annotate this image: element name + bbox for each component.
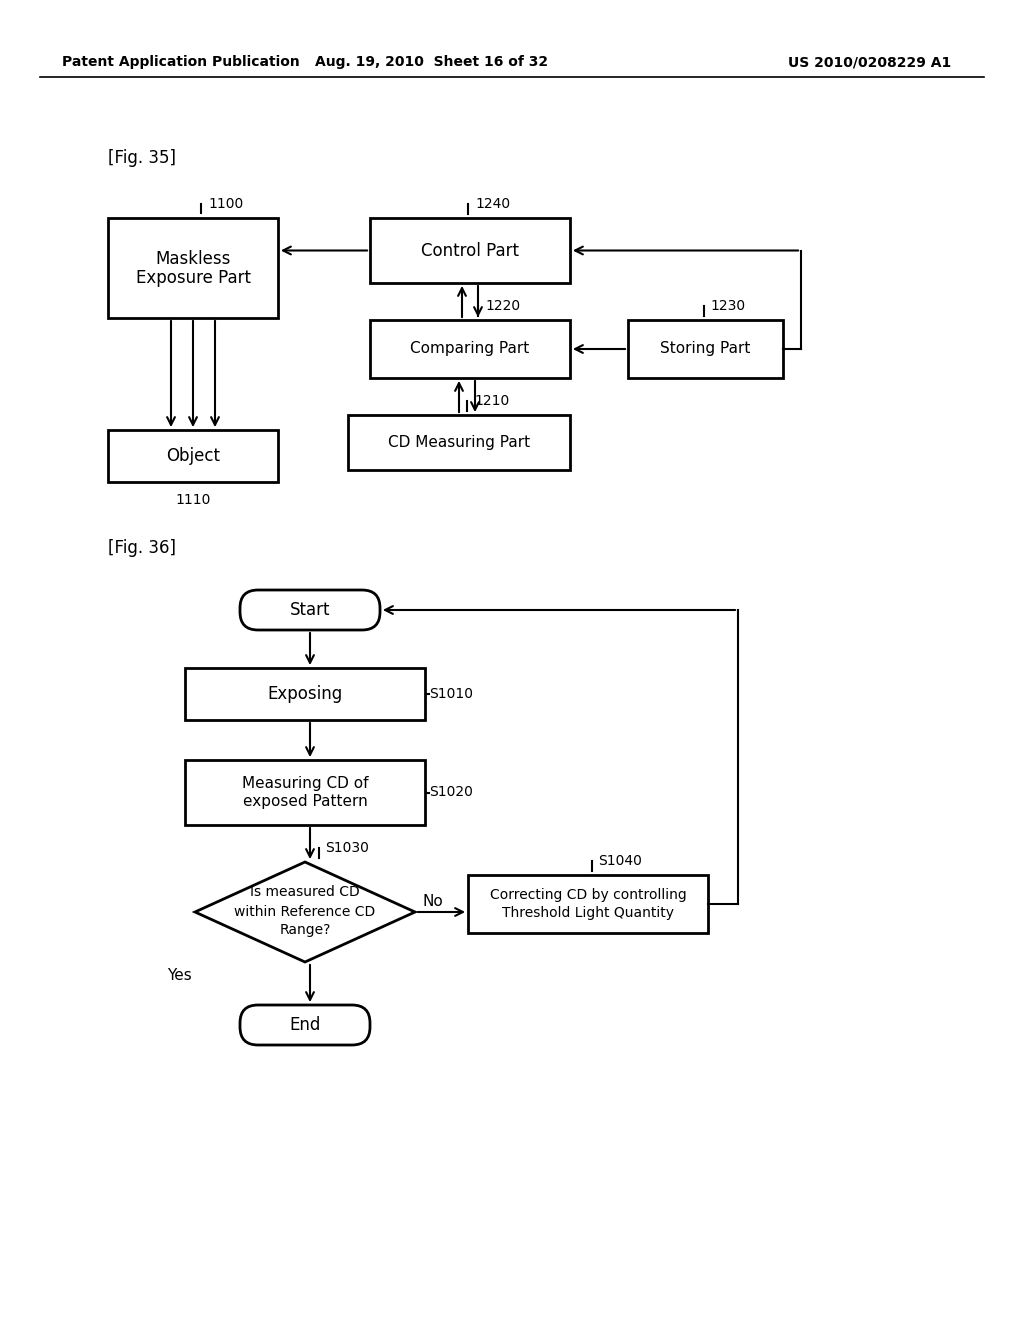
Text: Correcting CD by controlling: Correcting CD by controlling bbox=[489, 888, 686, 902]
Text: S1030: S1030 bbox=[325, 841, 369, 855]
Text: exposed Pattern: exposed Pattern bbox=[243, 795, 368, 809]
Text: End: End bbox=[290, 1016, 321, 1034]
Text: [Fig. 36]: [Fig. 36] bbox=[108, 539, 176, 557]
Text: US 2010/0208229 A1: US 2010/0208229 A1 bbox=[788, 55, 951, 69]
Text: Yes: Yes bbox=[167, 969, 191, 983]
FancyBboxPatch shape bbox=[240, 590, 380, 630]
Text: [Fig. 35]: [Fig. 35] bbox=[108, 149, 176, 168]
Text: Object: Object bbox=[166, 447, 220, 465]
Text: Patent Application Publication: Patent Application Publication bbox=[62, 55, 300, 69]
Text: 1230: 1230 bbox=[711, 300, 745, 313]
Bar bbox=[185, 668, 425, 719]
Text: Range?: Range? bbox=[280, 923, 331, 937]
Bar bbox=[108, 430, 278, 482]
Text: Aug. 19, 2010  Sheet 16 of 32: Aug. 19, 2010 Sheet 16 of 32 bbox=[315, 55, 549, 69]
Polygon shape bbox=[195, 862, 415, 962]
Text: Control Part: Control Part bbox=[421, 242, 519, 260]
Text: 1220: 1220 bbox=[485, 300, 520, 313]
Text: S1010: S1010 bbox=[429, 686, 473, 701]
Text: S1020: S1020 bbox=[429, 785, 473, 800]
Text: 1100: 1100 bbox=[208, 197, 244, 211]
Text: 1110: 1110 bbox=[175, 492, 211, 507]
Text: Comparing Part: Comparing Part bbox=[411, 342, 529, 356]
FancyBboxPatch shape bbox=[240, 1005, 370, 1045]
Bar bbox=[185, 760, 425, 825]
Bar bbox=[468, 875, 708, 933]
Bar bbox=[628, 319, 783, 378]
Text: Is measured CD: Is measured CD bbox=[250, 884, 359, 899]
Text: CD Measuring Part: CD Measuring Part bbox=[388, 436, 530, 450]
Bar bbox=[348, 414, 570, 470]
Text: Exposing: Exposing bbox=[267, 685, 343, 704]
Bar bbox=[108, 218, 278, 318]
Text: S1040: S1040 bbox=[598, 854, 642, 869]
Text: Measuring CD of: Measuring CD of bbox=[242, 776, 369, 791]
Text: Exposure Part: Exposure Part bbox=[135, 269, 251, 286]
Text: 1240: 1240 bbox=[475, 197, 510, 211]
Text: Start: Start bbox=[290, 601, 331, 619]
Bar bbox=[370, 218, 570, 282]
Text: 1210: 1210 bbox=[474, 393, 509, 408]
Bar bbox=[370, 319, 570, 378]
Text: Storing Part: Storing Part bbox=[660, 342, 751, 356]
Text: No: No bbox=[423, 895, 443, 909]
Text: Threshold Light Quantity: Threshold Light Quantity bbox=[502, 906, 674, 920]
Text: within Reference CD: within Reference CD bbox=[234, 906, 376, 919]
Text: Maskless: Maskless bbox=[156, 249, 230, 268]
